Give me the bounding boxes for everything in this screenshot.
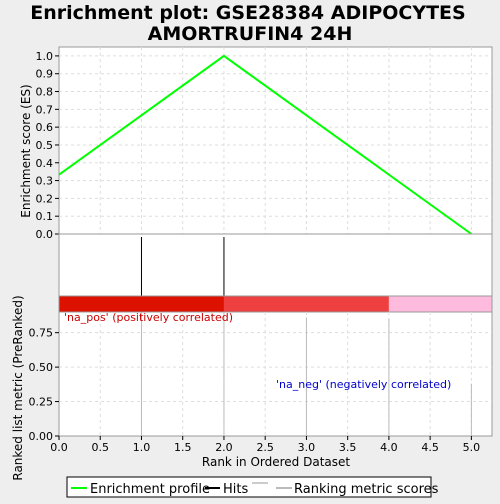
- metric-y-tick-label: 0.25: [29, 396, 54, 409]
- es-y-tick-label: 0.8: [36, 86, 54, 99]
- x-tick-label: 1.0: [133, 441, 151, 454]
- es-y-tick-label: 0.2: [36, 192, 54, 205]
- metric-y-tick-label: 0.50: [29, 361, 54, 374]
- x-axis-label: Rank in Ordered Dataset: [202, 455, 350, 469]
- es-panel-background: [58, 46, 493, 235]
- es-y-tick-label: 0.4: [36, 157, 54, 170]
- es-y-tick-label: 0.1: [36, 210, 54, 223]
- metric-y-tick-label: 0.00: [29, 430, 54, 443]
- legend-label-enrichment-profile: Enrichment profile: [90, 482, 210, 497]
- es-y-axis-label: Enrichment score (ES): [19, 84, 33, 217]
- legend-label-ranking-metric: Ranking metric scores: [294, 482, 439, 497]
- x-tick-label: 5.0: [463, 441, 481, 454]
- x-tick-label: 0.5: [91, 441, 109, 454]
- x-tick-label: 0.0: [50, 441, 68, 454]
- es-y-tick-label: 0.9: [36, 68, 54, 81]
- metric-panel-background: [58, 311, 493, 437]
- es-y-tick-label: 0.5: [36, 139, 54, 152]
- metric-y-axis-label: Ranked list metric (PreRanked): [11, 295, 25, 480]
- legend-label-hits: Hits: [223, 482, 248, 497]
- na-pos-annotation: 'na_pos' (positively correlated): [64, 311, 233, 324]
- chart-title-line-2: AMORTRUFIN4 24H: [148, 23, 353, 45]
- es-y-tick-label: 0.6: [36, 121, 54, 134]
- ranking-bar-segment: [388, 296, 492, 312]
- es-y-tick-label: 0.0: [36, 228, 54, 241]
- es-y-tick-label: 1.0: [36, 50, 54, 63]
- es-y-tick-label: 0.3: [36, 175, 54, 188]
- x-tick-label: 1.5: [174, 441, 192, 454]
- hits-panel-background: [58, 233, 493, 297]
- x-tick-label: 3.5: [339, 441, 357, 454]
- x-tick-label: 2.0: [215, 441, 233, 454]
- es-y-tick-label: 0.7: [36, 103, 54, 116]
- x-tick-label: 4.5: [421, 441, 439, 454]
- chart-title-line-1: Enrichment plot: GSE28384 ADIPOCYTES: [30, 2, 465, 24]
- ranking-bar-segment: [223, 296, 389, 312]
- legend-box: [66, 476, 432, 498]
- enrichment-profile-line: [58, 54, 472, 235]
- metric-y-tick-label: 0.75: [29, 327, 54, 340]
- x-tick-label: 3.0: [298, 441, 316, 454]
- ranking-bar-segment: [59, 296, 224, 312]
- x-tick-label: 4.0: [380, 441, 398, 454]
- x-tick-label: 2.5: [256, 441, 274, 454]
- na-neg-annotation: 'na_neg' (negatively correlated): [276, 378, 451, 391]
